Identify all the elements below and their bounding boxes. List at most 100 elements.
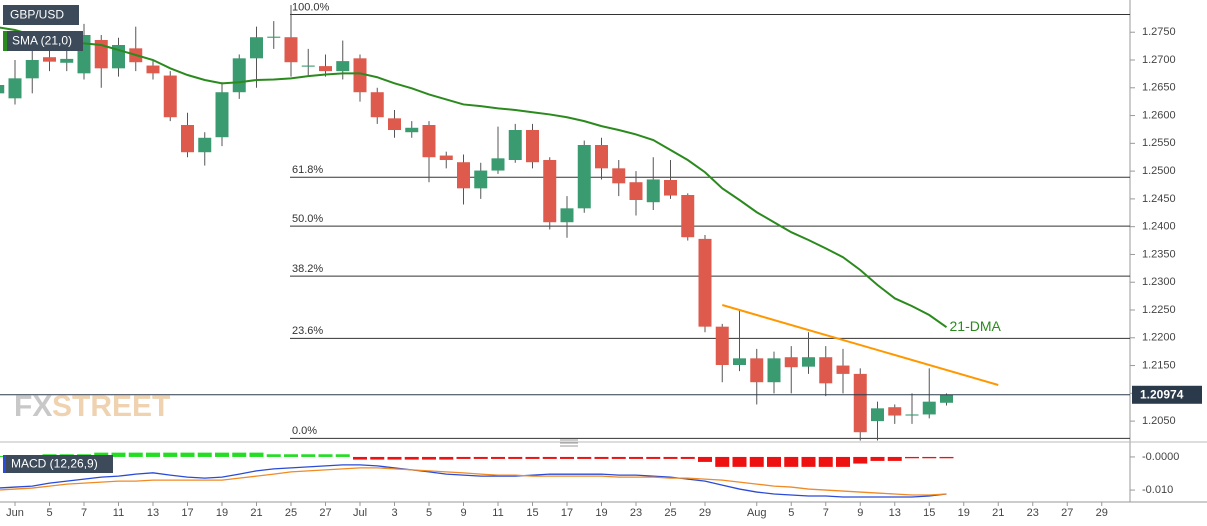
histogram-bar	[456, 456, 471, 459]
fib-label: 100.0%	[292, 1, 330, 13]
histogram-bar	[335, 454, 350, 457]
trendline	[721, 304, 999, 386]
fib-label: 50.0%	[292, 213, 323, 225]
candle-body	[163, 75, 177, 118]
x-tick-label: 5	[426, 507, 432, 519]
histogram-bar	[749, 456, 764, 467]
candle-body	[94, 40, 108, 69]
candle-body	[853, 373, 867, 433]
candle-body	[733, 358, 746, 365]
x-tick-label: 25	[664, 507, 676, 519]
y-tick-label: 1.2700	[1142, 54, 1176, 66]
y-tick-label: 1.2300	[1142, 276, 1176, 288]
histogram-bar	[801, 456, 816, 467]
histogram-bar	[611, 456, 626, 459]
candle-body	[802, 357, 815, 367]
x-tick-label: 11	[113, 507, 124, 519]
macd-swatch	[3, 455, 6, 473]
x-tick-label: 17	[561, 507, 573, 519]
candle-body	[905, 414, 919, 416]
candle-body	[784, 357, 798, 368]
histogram-bar	[318, 454, 333, 457]
x-tick-label: 15	[526, 507, 538, 519]
histogram-bar	[905, 456, 919, 459]
macd-label: MACD (12,26,9)	[11, 457, 98, 471]
candle-body	[595, 145, 608, 169]
histogram-bar	[680, 456, 695, 459]
candle-body	[767, 358, 781, 383]
x-tick-label: 27	[1061, 507, 1073, 519]
macd-box	[3, 455, 113, 473]
y-tick-label: 1.2650	[1142, 82, 1176, 94]
y-tick-label: -0.010	[1142, 484, 1173, 496]
candle-body	[353, 58, 367, 93]
x-tick-label: 5	[788, 507, 794, 519]
candle-body	[457, 162, 470, 189]
watermark: FX	[14, 390, 52, 423]
sma-box	[3, 31, 83, 51]
y-tick-label: 1.2550	[1142, 137, 1176, 149]
resize-handle[interactable]	[560, 439, 578, 447]
symbol-label: GBP/USD	[10, 8, 64, 22]
candle-body	[698, 238, 712, 327]
histogram-bar	[146, 452, 160, 457]
candle-body	[267, 36, 281, 38]
histogram-bar	[646, 456, 661, 459]
x-tick-label: 21	[250, 507, 262, 519]
candle-body	[43, 57, 56, 62]
candle-body	[629, 182, 643, 200]
macd-line	[0, 464, 947, 498]
symbol-box	[3, 5, 79, 25]
x-tick-label: 9	[460, 507, 466, 519]
candle-body	[526, 130, 539, 163]
histogram-bar	[473, 456, 488, 459]
candle-body	[422, 125, 436, 158]
histogram-bar	[887, 456, 902, 461]
x-tick-label: 15	[923, 507, 935, 519]
histogram-bar	[266, 454, 281, 457]
y-tick-label: 1.2750	[1142, 26, 1176, 38]
x-tick-label: 7	[81, 507, 87, 519]
y-tick-label: 1.2450	[1142, 193, 1176, 205]
price-panel: FX STREET 100.0% 61.8% 50.0% 38.2% 23.6% 0.0% 21…	[0, 1, 1130, 441]
histogram-bar	[370, 456, 385, 460]
candle-body	[560, 208, 574, 223]
candle-body	[508, 130, 522, 160]
x-tick-label: 9	[857, 507, 863, 519]
last-price-label: 1.20974	[1140, 387, 1184, 401]
candle-body	[664, 180, 677, 196]
x-tick-label: 19	[595, 507, 607, 519]
candle-body	[750, 358, 764, 383]
y-tick-label: 1.2050	[1142, 415, 1176, 427]
candle-body	[370, 92, 384, 118]
candle-body	[646, 179, 660, 203]
candle-body	[819, 357, 833, 384]
x-tick-label: 27	[319, 507, 331, 519]
fib-label: 61.8%	[292, 164, 323, 176]
fib-label: 0.0%	[292, 425, 317, 437]
candle-body	[871, 408, 884, 422]
candle-body	[715, 326, 729, 365]
candle-body	[888, 407, 902, 416]
sma-legend-label: SMA (21,0)	[12, 34, 72, 48]
fib-label: 23.6%	[292, 325, 323, 337]
candle-body	[146, 65, 160, 74]
x-tick-label: 23	[630, 507, 642, 519]
histogram-bar	[404, 456, 419, 460]
y-tick-label: 1.2200	[1142, 332, 1176, 344]
histogram-bar	[629, 456, 643, 459]
candle-body	[198, 137, 212, 153]
histogram-bar	[715, 456, 730, 467]
histogram-bar	[439, 456, 454, 460]
histogram-bar	[525, 456, 540, 459]
x-tick-label: 17	[181, 507, 193, 519]
x-tick-label: 29	[699, 507, 711, 519]
histogram-bar	[180, 452, 195, 457]
candle-body	[8, 78, 22, 99]
x-tick-label: 5	[46, 507, 52, 519]
x-tick-label: Jul	[353, 507, 367, 519]
histogram-bar	[767, 456, 781, 467]
macd-panel	[0, 452, 954, 498]
histogram-bar	[284, 454, 298, 457]
